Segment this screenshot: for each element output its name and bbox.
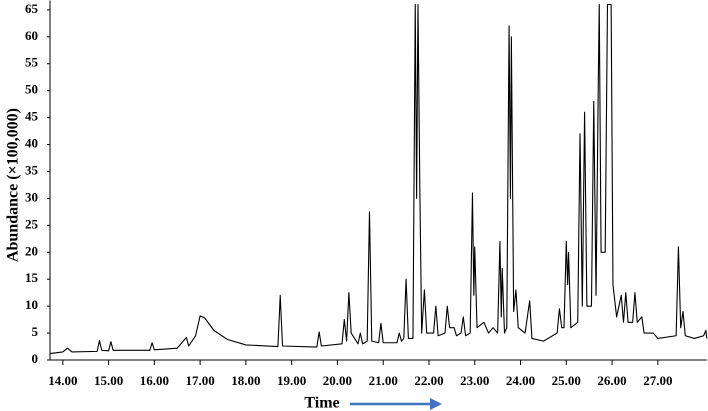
- y-tick-label: 65: [25, 1, 39, 16]
- x-tick-label: 27.00: [643, 373, 672, 388]
- x-tick-label: 17.00: [186, 373, 215, 388]
- y-tick-label: 0: [32, 351, 39, 366]
- y-tick-label: 45: [25, 109, 39, 124]
- arrow-head: [430, 398, 442, 410]
- y-tick-label: 55: [25, 55, 39, 70]
- x-tick-label: 23.00: [460, 373, 489, 388]
- x-tick-label: 21.00: [369, 373, 398, 388]
- y-tick-label: 15: [25, 270, 39, 285]
- x-axis-label: Time: [304, 395, 339, 411]
- y-tick-label: 60: [25, 28, 38, 43]
- x-tick-label: 22.00: [414, 373, 443, 388]
- x-tick-label: 18.00: [231, 373, 260, 388]
- y-tick-label: 50: [25, 82, 38, 97]
- x-tick-label: 14.00: [48, 373, 77, 388]
- y-tick-label: 25: [25, 216, 39, 231]
- y-tick-label: 10: [25, 297, 38, 312]
- y-tick-label: 20: [25, 243, 38, 258]
- y-tick-label: 35: [25, 162, 39, 177]
- y-tick-label: 40: [25, 136, 38, 151]
- chromatogram-line: [49, 3, 708, 355]
- x-tick-label: 15.00: [94, 373, 123, 388]
- y-tick-label: 30: [25, 189, 38, 204]
- x-tick-label: 20.00: [323, 373, 352, 388]
- x-tick-label: 24.00: [506, 373, 535, 388]
- y-axis-label: Abundance (×100,000): [5, 108, 22, 262]
- x-tick-label: 16.00: [140, 373, 169, 388]
- x-tick-label: 26.00: [597, 373, 626, 388]
- x-tick-label: 25.00: [552, 373, 581, 388]
- y-tick-label: 5: [32, 324, 39, 339]
- x-tick-label: 19.00: [277, 373, 306, 388]
